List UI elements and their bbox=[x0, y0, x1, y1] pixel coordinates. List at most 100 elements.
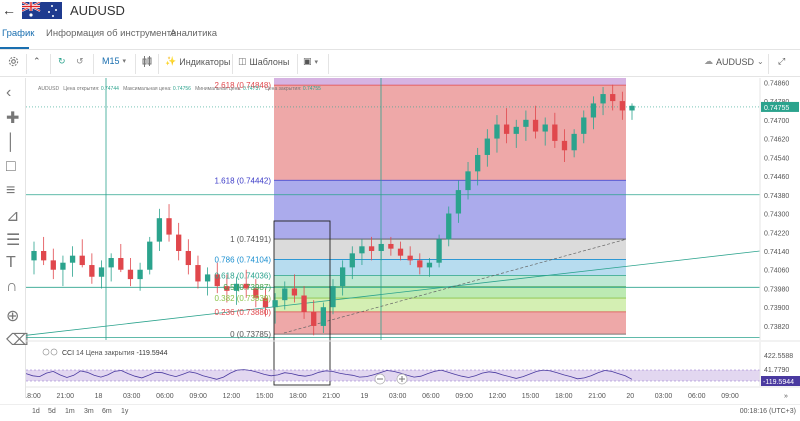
candle bbox=[291, 274, 298, 303]
candle bbox=[31, 241, 37, 275]
refresh-icon[interactable]: ↻ bbox=[58, 56, 66, 66]
candle bbox=[368, 236, 375, 261]
cci-line bbox=[26, 369, 633, 380]
trash-icon[interactable]: ⌫ bbox=[6, 332, 29, 349]
last-price-badge bbox=[761, 101, 799, 112]
candle bbox=[610, 84, 616, 111]
price-tick-label: 0.73980 bbox=[764, 286, 789, 293]
fib-retracement-icon[interactable]: ☰ bbox=[6, 232, 21, 249]
fibonacci-labels: 2.618 (0.74848) 1.618 (0.74442) 1 (0.74191… bbox=[215, 81, 272, 339]
chart-toolbar: ⌃ ↻ ↺ M15 ▾ ✨ Индикаторы ◫ Шаблоны ▣ ▾ ☁ A… bbox=[0, 51, 800, 77]
candle bbox=[339, 260, 346, 296]
candle bbox=[426, 258, 433, 277]
candle-body bbox=[446, 213, 452, 240]
vertical-line-icon[interactable]: │ bbox=[6, 134, 16, 151]
candle-body bbox=[89, 265, 95, 277]
price-tick-label: 0.74460 bbox=[764, 174, 789, 181]
time-tick-label: 18:00 bbox=[26, 393, 41, 400]
candle bbox=[40, 236, 47, 266]
candle-body bbox=[233, 283, 240, 291]
candle bbox=[465, 161, 471, 200]
settings-icon[interactable] bbox=[8, 56, 19, 67]
magnet-icon[interactable]: ∩ bbox=[6, 278, 18, 295]
candle bbox=[475, 147, 481, 186]
candle-body bbox=[166, 218, 172, 235]
time-tick-label: 09:00 bbox=[721, 393, 739, 400]
candle bbox=[378, 239, 384, 261]
time-tick-label: 21:00 bbox=[322, 393, 340, 400]
candle-body bbox=[253, 288, 259, 298]
crosshair-icon[interactable]: ✚ bbox=[6, 110, 20, 127]
candle bbox=[552, 112, 558, 148]
price-tick-label: 0.73820 bbox=[764, 324, 789, 331]
candle bbox=[503, 108, 510, 144]
candle bbox=[455, 180, 462, 223]
tab-instrument-info[interactable]: Информация об инструменте bbox=[46, 28, 177, 39]
tab-chart[interactable]: График bbox=[2, 28, 35, 39]
symbol-selector[interactable]: ☁ AUDUSD ⌄ bbox=[704, 56, 764, 67]
candles-icon[interactable] bbox=[142, 56, 152, 67]
templates-button[interactable]: ◫ Шаблоны bbox=[238, 56, 290, 67]
time-tick-label: 03:00 bbox=[389, 393, 407, 400]
candle bbox=[185, 239, 191, 275]
clock: 00:18:16 (UTC+3) bbox=[739, 408, 796, 415]
candle-body bbox=[532, 119, 539, 132]
candle bbox=[204, 267, 211, 296]
candle bbox=[590, 96, 597, 130]
text-icon[interactable]: T bbox=[6, 254, 16, 271]
candle-body bbox=[475, 154, 481, 172]
fib-zone-0 bbox=[274, 311, 626, 335]
fib-label-0.236: 0.236 (0.73880) bbox=[215, 308, 272, 317]
candle bbox=[330, 279, 336, 315]
candle-body bbox=[118, 258, 124, 270]
arrow-left-icon[interactable]: ← bbox=[2, 2, 16, 18]
candle-body bbox=[513, 126, 519, 134]
time-tick-label: 09:00 bbox=[189, 393, 207, 400]
time-tick-label: 19 bbox=[360, 393, 368, 400]
range-5d[interactable]: 5d bbox=[48, 408, 56, 415]
candle bbox=[484, 129, 490, 167]
range-3m[interactable]: 3m bbox=[84, 408, 94, 415]
range-1y[interactable]: 1y bbox=[121, 408, 129, 415]
fullscreen-icon[interactable]: ⤢ bbox=[778, 56, 786, 66]
candle bbox=[195, 255, 201, 289]
trend-line bbox=[26, 250, 761, 336]
interval-selector[interactable]: M15 ▾ bbox=[102, 56, 127, 66]
candle-body bbox=[214, 274, 220, 287]
candle-body bbox=[503, 124, 510, 134]
fib-zone-0.618 bbox=[274, 259, 626, 276]
range-6m[interactable]: 6m bbox=[102, 408, 112, 415]
fibonacci-retracement[interactable] bbox=[274, 78, 626, 335]
candle-body bbox=[619, 101, 626, 111]
price-chart[interactable]: 2.618 (0.74848) 1.618 (0.74442) 1 (0.74191… bbox=[26, 78, 800, 404]
fib-fan-icon[interactable]: ⊿ bbox=[6, 208, 20, 225]
candle-body bbox=[359, 246, 365, 254]
collapse-arrow-icon[interactable]: ‹ bbox=[6, 84, 12, 101]
candle-body bbox=[156, 218, 163, 242]
zoom-icon[interactable]: ⊕ bbox=[6, 308, 20, 325]
rectangle-icon[interactable]: □ bbox=[6, 158, 16, 175]
price-tick-label: 0.74700 bbox=[764, 118, 789, 125]
time-tick-label: 18:00 bbox=[289, 393, 307, 400]
candle-body bbox=[339, 267, 346, 287]
tab-analytics[interactable]: Аналитика bbox=[170, 28, 218, 39]
candle-body bbox=[397, 248, 404, 256]
range-1m[interactable]: 1m bbox=[65, 408, 75, 415]
candle-body bbox=[31, 250, 37, 261]
candle-body bbox=[378, 243, 384, 251]
fib-label-0.618: 0.618 (0.74036) bbox=[215, 271, 272, 280]
settings-icon bbox=[50, 348, 58, 356]
candle bbox=[224, 274, 230, 303]
camera-icon[interactable]: ▣ ▾ bbox=[303, 56, 319, 66]
tabs-bar: График Информация об инструменте Аналити… bbox=[0, 22, 800, 50]
ohlc-info-line: AUDUSD Цена открытия: 0.74744 Максимальн… bbox=[38, 86, 321, 92]
candle bbox=[349, 246, 355, 280]
horizontal-lines-icon[interactable]: ≡ bbox=[6, 182, 16, 199]
chevron-up-icon[interactable]: ⌃ bbox=[33, 56, 41, 66]
indicators-button[interactable]: ✨ Индикаторы bbox=[165, 56, 231, 67]
last-price-label: 0.74755 bbox=[764, 105, 789, 112]
price-tick-label: 0.74300 bbox=[764, 212, 789, 219]
redo-icon[interactable]: ↺ bbox=[76, 56, 84, 66]
candle bbox=[108, 253, 114, 282]
range-1d[interactable]: 1d bbox=[32, 408, 40, 415]
